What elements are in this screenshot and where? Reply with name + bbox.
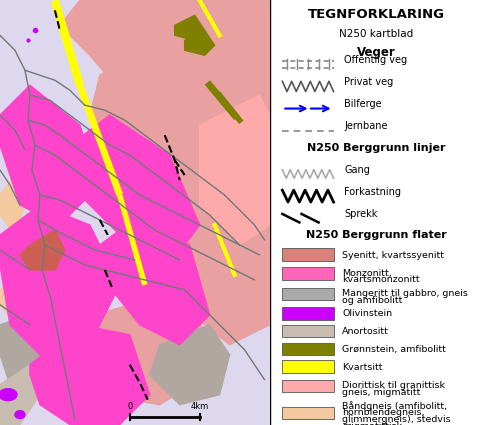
Text: Diorittisk til granittisk: Diorittisk til granittisk: [342, 381, 445, 390]
Text: Gang: Gang: [344, 164, 370, 175]
Text: Jernbane: Jernbane: [344, 121, 388, 131]
Text: Privat veg: Privat veg: [344, 77, 394, 87]
Polygon shape: [20, 230, 65, 270]
Text: Kvartsitt: Kvartsitt: [342, 363, 383, 372]
Polygon shape: [0, 315, 50, 385]
Text: Forkastning: Forkastning: [344, 187, 401, 197]
Text: migmatittisk: migmatittisk: [342, 422, 402, 425]
Polygon shape: [185, 30, 214, 55]
Polygon shape: [150, 325, 229, 405]
Ellipse shape: [0, 389, 17, 401]
Polygon shape: [0, 365, 40, 425]
Text: glimmergneis), stedvis: glimmergneis), stedvis: [342, 415, 451, 424]
Polygon shape: [199, 95, 270, 245]
Text: Syenitt, kvartssyenitt: Syenitt, kvartssyenitt: [342, 251, 444, 260]
Bar: [283, 267, 334, 280]
Text: TEGNFORKLARING: TEGNFORKLARING: [308, 8, 445, 22]
Bar: [283, 380, 334, 392]
Text: 0: 0: [127, 402, 132, 411]
Text: Båndgneis (amfibolitt,: Båndgneis (amfibolitt,: [342, 401, 447, 411]
Text: Veger: Veger: [357, 46, 396, 59]
Bar: [283, 343, 334, 355]
Text: hornblendegneis,: hornblendegneis,: [342, 408, 425, 417]
Text: Anortositt: Anortositt: [342, 327, 389, 336]
Text: Mangeritt til gabbro, gneis: Mangeritt til gabbro, gneis: [342, 289, 468, 298]
Polygon shape: [60, 0, 270, 145]
Polygon shape: [0, 0, 270, 425]
Text: Olivinstein: Olivinstein: [342, 309, 392, 318]
Text: Offentlig veg: Offentlig veg: [344, 55, 407, 65]
Polygon shape: [150, 205, 270, 345]
Bar: [283, 248, 334, 261]
Text: Bilferge: Bilferge: [344, 99, 382, 109]
Bar: [283, 288, 334, 300]
Text: N250 kartblad: N250 kartblad: [339, 29, 413, 39]
Text: N250 Berggrunn linjer: N250 Berggrunn linjer: [307, 143, 445, 153]
Polygon shape: [70, 115, 199, 265]
Polygon shape: [0, 85, 100, 225]
Bar: [283, 360, 334, 373]
Text: kvartsmonzonitt: kvartsmonzonitt: [342, 275, 420, 284]
Text: gneis, migmatitt: gneis, migmatitt: [342, 388, 421, 397]
Text: N250 Berggrunn flater: N250 Berggrunn flater: [306, 230, 447, 241]
Polygon shape: [0, 275, 35, 330]
Text: og amfibolitt: og amfibolitt: [342, 296, 402, 305]
Text: Grønnstein, amfibolitt: Grønnstein, amfibolitt: [342, 345, 446, 354]
Bar: [283, 407, 334, 419]
Polygon shape: [90, 45, 270, 225]
Polygon shape: [30, 325, 150, 425]
Bar: [283, 325, 334, 337]
Polygon shape: [50, 305, 210, 405]
Text: Monzonitt,: Monzonitt,: [342, 269, 392, 278]
Text: Sprekk: Sprekk: [344, 209, 378, 219]
Ellipse shape: [15, 411, 25, 419]
Polygon shape: [0, 175, 25, 235]
Polygon shape: [0, 205, 120, 365]
Text: 4km: 4km: [190, 402, 209, 411]
Polygon shape: [175, 15, 205, 40]
Polygon shape: [100, 215, 210, 345]
Bar: [283, 307, 334, 320]
